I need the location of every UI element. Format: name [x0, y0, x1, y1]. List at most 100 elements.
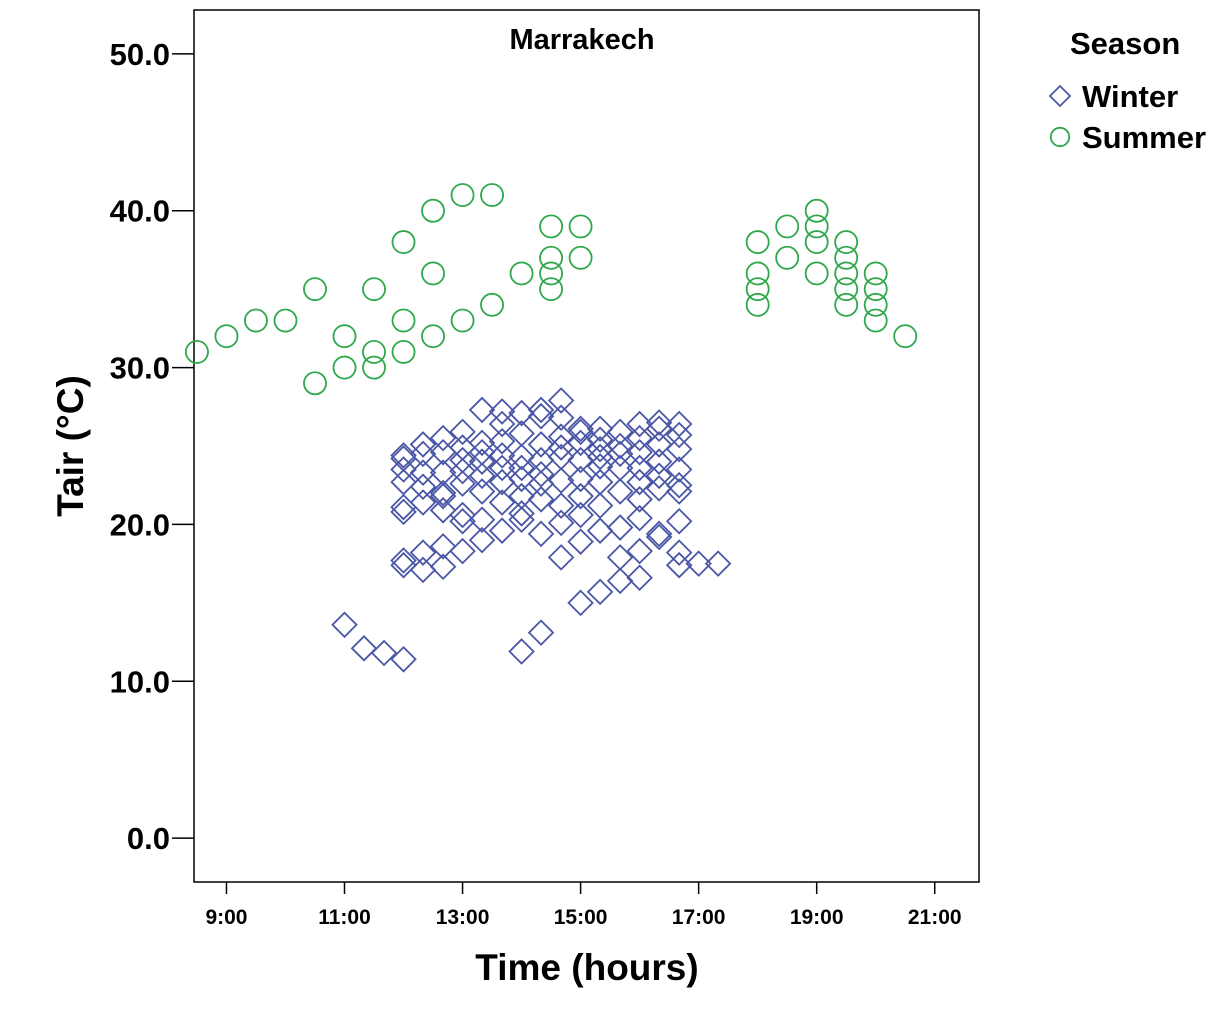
winter-point [508, 638, 535, 665]
y-tick-label: 30.0 [110, 351, 170, 386]
winter-point [429, 479, 457, 507]
winter-point [626, 454, 653, 482]
winter-point [586, 468, 614, 496]
summer-point [775, 245, 800, 270]
summer-point [539, 245, 564, 270]
winter-point [567, 528, 594, 555]
winter-point [586, 453, 614, 480]
winter-point [626, 486, 653, 513]
winter-point [665, 421, 693, 449]
plot-frame [193, 9, 980, 883]
winter-point [626, 410, 653, 438]
winter-point [645, 409, 673, 436]
winter-point [390, 468, 417, 496]
winter-point [468, 396, 496, 424]
winter-point [508, 506, 535, 533]
y-tick-label: 50.0 [110, 37, 170, 72]
winter-point [626, 504, 653, 532]
summer-point [273, 308, 298, 333]
winter-point [390, 646, 417, 673]
x-tick-label: 13:00 [436, 906, 490, 929]
data-points [185, 183, 918, 673]
winter-point [606, 567, 634, 595]
winter-point [409, 459, 437, 486]
winter-point [586, 426, 614, 453]
x-tick-label: 15:00 [554, 906, 608, 929]
summer-point [332, 324, 357, 349]
series-winter [331, 387, 732, 673]
y-tick-label: 20.0 [110, 507, 170, 542]
legend-title: Season [1070, 26, 1180, 61]
winter-point [527, 396, 555, 424]
y-tick-label: 0.0 [127, 821, 170, 856]
summer-point [745, 261, 770, 286]
x-tick-label: 21:00 [908, 906, 962, 929]
winter-point [429, 497, 457, 524]
winter-point [527, 619, 555, 646]
winter-point [586, 578, 614, 606]
winter-point [586, 415, 614, 443]
summer-point [834, 292, 859, 317]
summer-point [804, 198, 829, 223]
summer-point [745, 292, 770, 317]
winter-point [390, 498, 417, 526]
summer-point [568, 214, 593, 239]
winter-point [370, 639, 398, 667]
winter-point [606, 478, 634, 505]
summer-point [745, 277, 770, 302]
chart-title: Marrakech [509, 24, 654, 56]
winter-point [508, 482, 535, 510]
winter-point [488, 442, 516, 469]
winter-point [429, 424, 457, 452]
winter-point [645, 523, 673, 551]
x-axis-label: Time (hours) [475, 947, 698, 988]
winter-point [626, 468, 653, 496]
winter-point [567, 482, 594, 510]
summer-point [863, 277, 888, 302]
winter-point [429, 459, 457, 486]
winter-point [449, 446, 476, 474]
y-axis-label: Tair (°C) [50, 375, 91, 517]
summer-point [834, 230, 859, 255]
winter-point [547, 404, 575, 432]
winter-point [488, 398, 516, 425]
winter-point [606, 544, 634, 571]
winter-point [567, 465, 594, 493]
winter-point [449, 508, 476, 535]
summer-point [804, 261, 829, 286]
winter-point [527, 460, 555, 488]
winter-point [350, 635, 378, 662]
summer-point [450, 308, 475, 333]
winter-point [527, 486, 555, 513]
winter-point [331, 611, 358, 639]
summer-point [421, 261, 445, 286]
winter-point [390, 456, 417, 483]
winter-point [468, 429, 496, 457]
winter-point [665, 410, 693, 438]
summer-point [185, 339, 209, 364]
winter-point [606, 454, 634, 482]
summer-point [804, 230, 829, 255]
winter-point [409, 489, 437, 516]
winter-point [665, 435, 693, 463]
winter-point [665, 508, 693, 535]
x-tick-label: 11:00 [318, 906, 371, 929]
y-tick-label: 40.0 [110, 194, 170, 229]
winter-point [429, 553, 457, 581]
series-summer [185, 183, 918, 396]
summer-point [804, 214, 829, 239]
winter-point [665, 471, 693, 499]
winter-point [547, 467, 575, 494]
summer-point [480, 183, 505, 208]
summer-point [421, 198, 445, 223]
winter-point [468, 439, 496, 466]
winter-point [527, 470, 555, 497]
winter-point [409, 440, 437, 468]
winter-point [586, 492, 614, 519]
summer-point [244, 308, 268, 333]
winter-point [665, 478, 693, 505]
summer-point [863, 292, 888, 317]
winter-point [685, 550, 712, 577]
winter-point [567, 589, 594, 617]
winter-point [586, 443, 614, 471]
